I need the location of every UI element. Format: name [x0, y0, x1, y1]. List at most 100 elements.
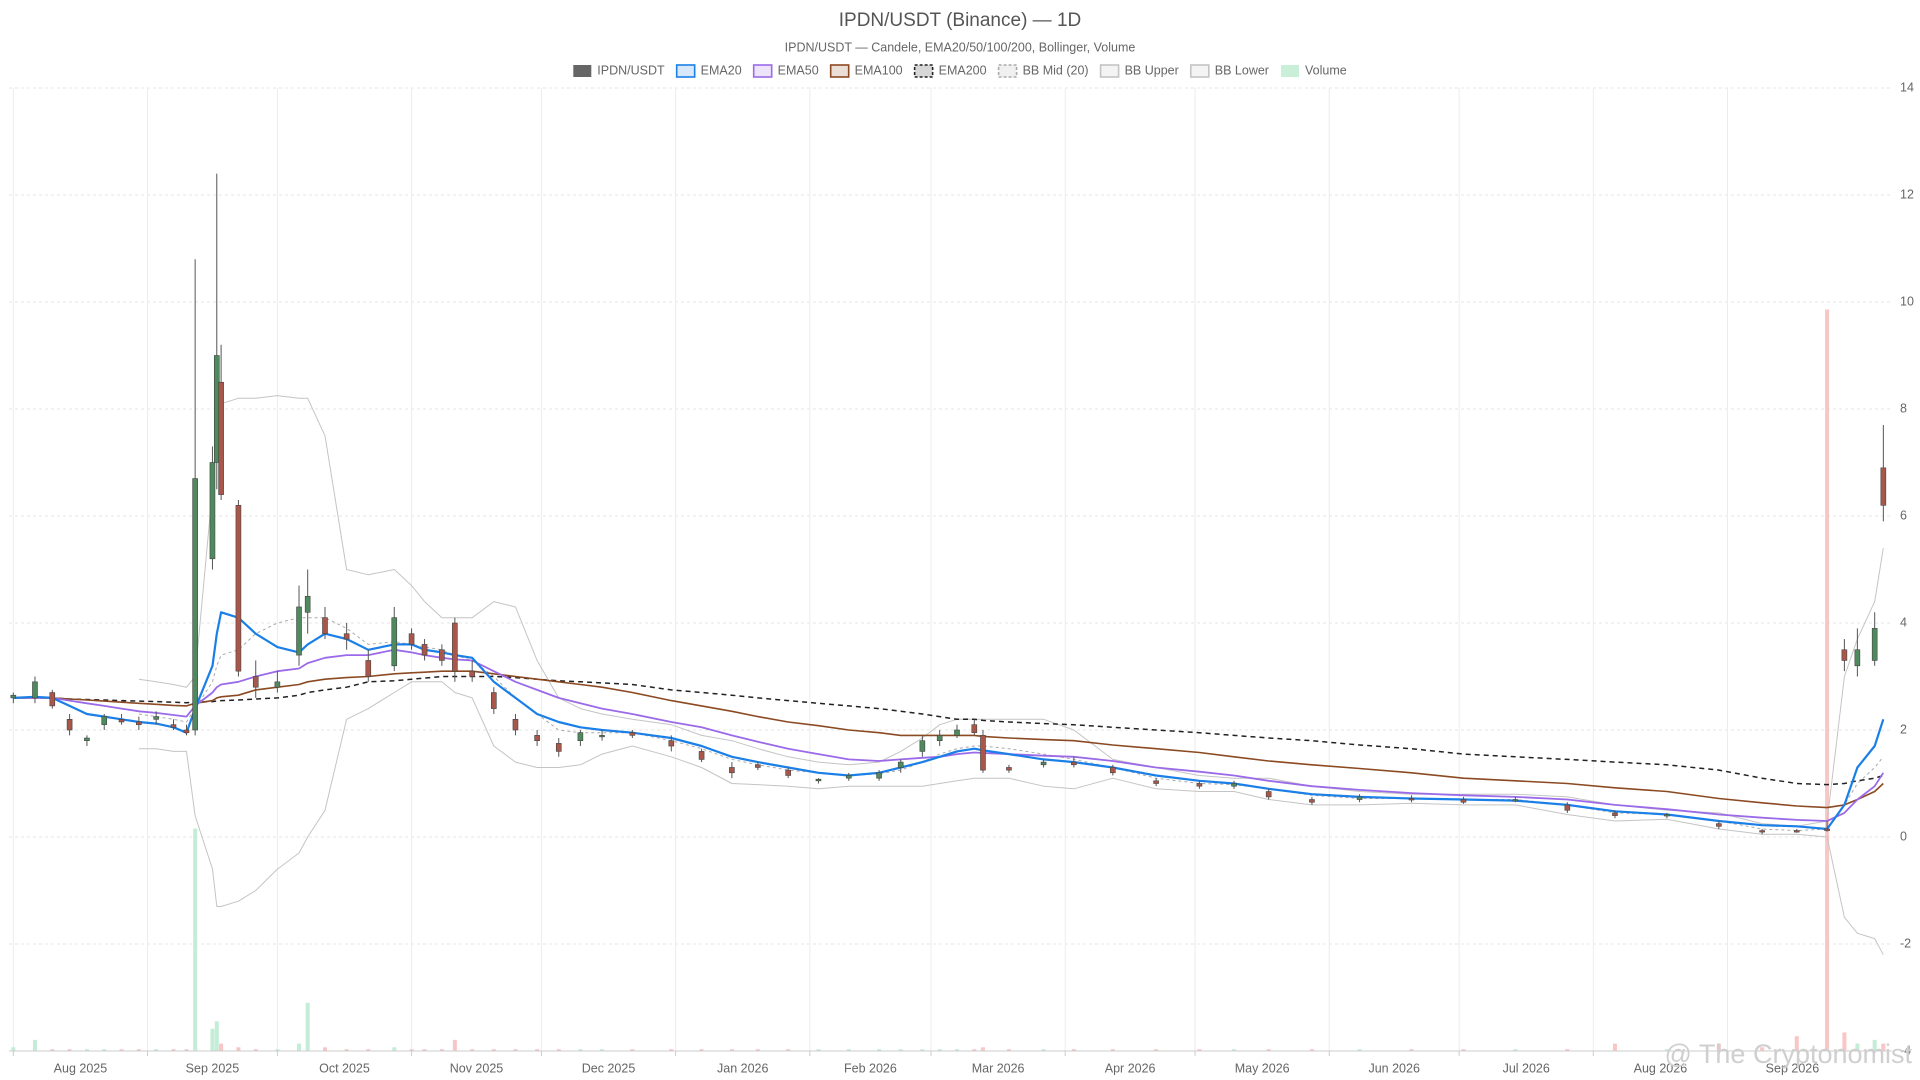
y-tick-label: 8	[1900, 401, 1907, 415]
candle-layer	[10, 173, 1887, 835]
candle-body	[1356, 796, 1363, 800]
volume-bar	[136, 1049, 141, 1051]
candle-body	[66, 718, 73, 731]
candle-body	[183, 729, 190, 733]
volume-bar	[32, 1039, 37, 1051]
candle-body	[304, 595, 311, 613]
volume-bar	[1041, 1049, 1046, 1051]
candle-body	[153, 716, 159, 720]
candle-body	[971, 724, 978, 733]
x-tick-label: May 2026	[1235, 1061, 1290, 1075]
volume-bar	[535, 1049, 540, 1051]
y-tick-label: -2	[1900, 936, 1911, 950]
volume-bar	[1461, 1049, 1466, 1051]
candle-body	[1793, 830, 1800, 833]
x-tick-label: Aug 2026	[1634, 1061, 1688, 1075]
candle-body	[954, 729, 960, 736]
y-tick-label: -4	[1900, 1043, 1911, 1057]
legend-swatch	[1280, 65, 1299, 77]
candle-body	[1716, 823, 1722, 827]
volume-bar	[846, 1049, 851, 1051]
candle-body	[1854, 649, 1861, 667]
legend-label: EMA50	[778, 63, 819, 77]
candle-body	[555, 743, 562, 752]
volume-bar	[84, 1049, 89, 1051]
candle-body	[1071, 761, 1077, 766]
y-tick-label: 0	[1900, 829, 1907, 843]
axes: -4 -2 0 2 4 6 8 10 12 14 Aug 2025 Sep 2025 Oct 2025 N…	[9, 80, 1914, 1075]
x-tick-label: Dec 2025	[582, 1061, 636, 1075]
x-tick-label: Mar 2026	[972, 1061, 1025, 1075]
candle-body	[1110, 767, 1116, 774]
volume-bar	[11, 1047, 16, 1051]
volume-bar	[366, 1049, 371, 1051]
volume-bar	[1006, 1049, 1011, 1051]
chart-title: IPDN/USDT (Binance) — 1D	[839, 10, 1082, 31]
candle-body	[209, 462, 216, 560]
volume-bar	[322, 1047, 327, 1051]
volume-bar	[67, 1049, 72, 1051]
candle-body	[845, 775, 852, 779]
x-tick-label: Sep 2026	[1766, 1061, 1820, 1075]
volume-bar	[513, 1049, 518, 1051]
indicator-line	[138, 681, 1884, 955]
volume-bar	[214, 1021, 219, 1051]
volume-bar	[297, 1043, 302, 1051]
volume-bar	[1872, 1039, 1877, 1051]
candle-body	[252, 676, 259, 688]
volume-bar	[154, 1049, 159, 1051]
legend-swatch	[752, 64, 773, 78]
x-tick-label: Oct 2025	[319, 1061, 370, 1075]
candle-body	[876, 772, 882, 779]
volume-bar	[1071, 1049, 1076, 1051]
volume-bar	[1197, 1049, 1202, 1051]
y-tick-label: 12	[1900, 187, 1914, 201]
candle-body	[1841, 649, 1848, 661]
volume-bar	[630, 1049, 635, 1051]
candle-body	[629, 732, 636, 736]
candle-body	[192, 478, 198, 731]
candle-body	[1880, 467, 1887, 506]
volume-bar	[1110, 1049, 1115, 1051]
volume-bar	[898, 1049, 903, 1051]
legend-label: Volume	[1305, 63, 1347, 77]
chart-subtitle: IPDN/USDT — Candele, EMA20/50/100/200, B…	[785, 40, 1136, 54]
volume-bar	[937, 1049, 942, 1051]
indicator-line	[13, 675, 1884, 786]
volume-bar	[470, 1049, 475, 1051]
legend-swatch	[675, 64, 696, 78]
volume-bar	[275, 1049, 280, 1051]
candle-body	[452, 622, 458, 672]
volume-bar	[1513, 1049, 1518, 1051]
volume-bar	[452, 1039, 457, 1051]
volume-bar	[305, 1002, 310, 1051]
legend: IPDN/USDT EMA20 EMA50 EMA100 EMA200 BB Mid (2…	[573, 63, 1347, 78]
y-tick-label: 4	[1900, 615, 1907, 629]
candle-body	[1309, 799, 1315, 803]
legend-label: BB Lower	[1215, 63, 1269, 77]
candle-body	[1824, 828, 1830, 831]
candle-body	[84, 737, 90, 742]
volume-bar	[1760, 1047, 1765, 1051]
candle-body	[218, 381, 224, 495]
candle-body	[101, 716, 108, 725]
candle-body	[1664, 814, 1670, 817]
volume-bar	[1825, 309, 1830, 1051]
y-tick-label: 2	[1900, 722, 1907, 736]
candle-body	[391, 617, 398, 667]
volume-bar	[491, 1049, 496, 1051]
volume-bar	[980, 1047, 985, 1051]
x-tick-label: Aug 2025	[54, 1061, 108, 1075]
candle-body	[439, 649, 445, 661]
volume-bar	[1266, 1049, 1271, 1051]
candle-body	[408, 633, 415, 645]
legend-label: EMA100	[855, 63, 903, 77]
indicator-line	[13, 648, 1885, 822]
indicator-line	[138, 395, 1884, 827]
candle-body	[512, 718, 519, 731]
candle-body	[365, 660, 372, 677]
candle-body	[1460, 799, 1467, 803]
volume-bar	[171, 1049, 176, 1051]
legend-swatch	[1099, 64, 1120, 78]
volume-bar	[1716, 1043, 1721, 1051]
